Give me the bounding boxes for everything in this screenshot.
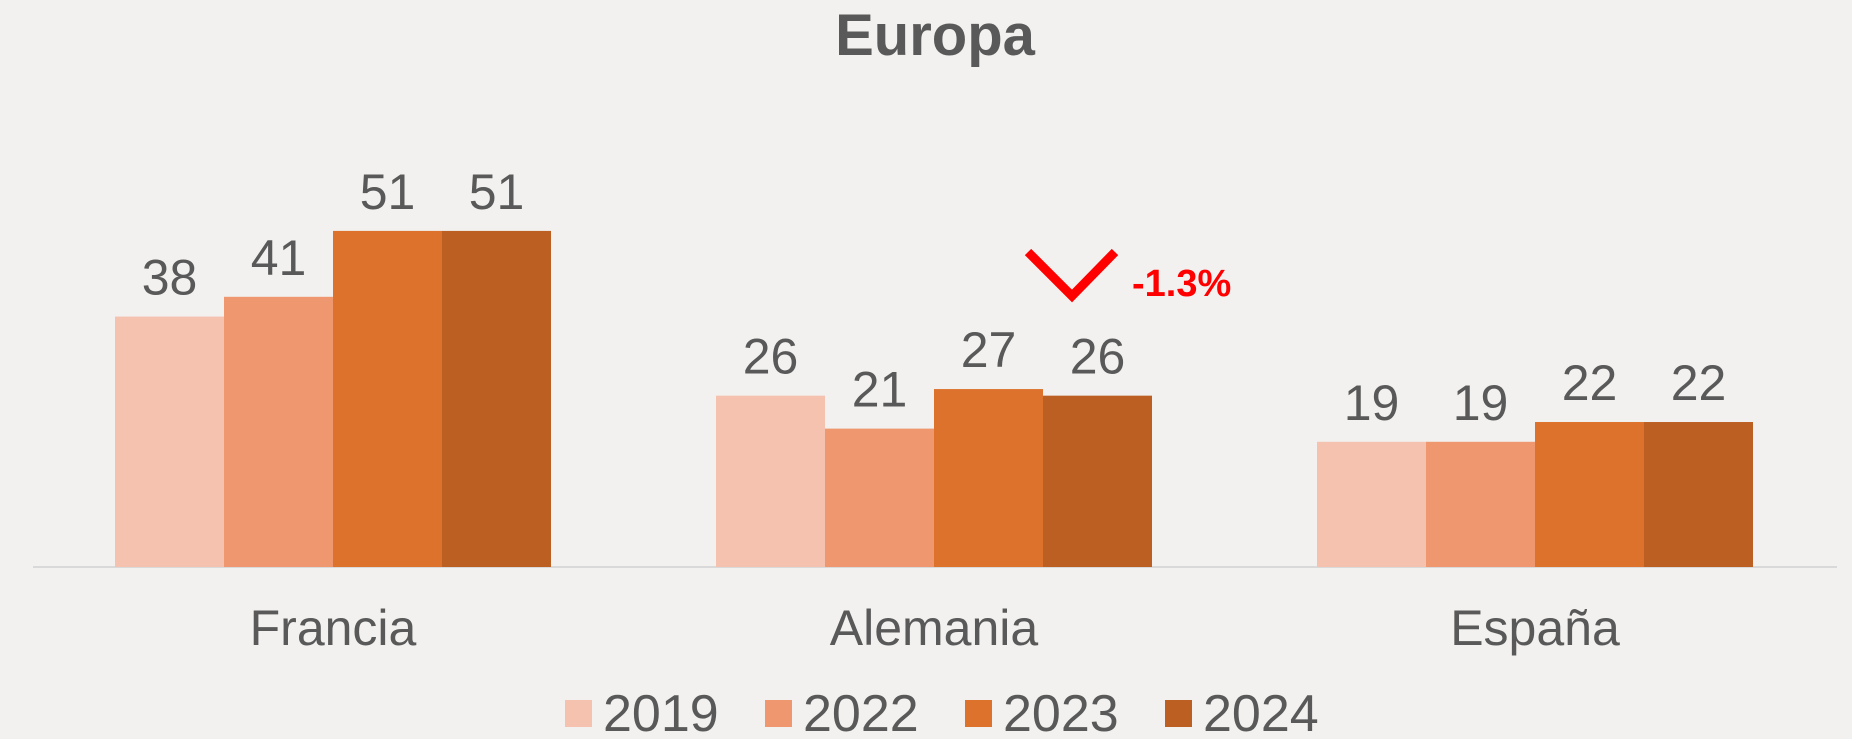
data-label: 27 <box>961 322 1017 378</box>
bar <box>1535 422 1644 567</box>
data-label: 41 <box>251 230 307 286</box>
bar <box>716 395 825 567</box>
data-label: 22 <box>1671 355 1727 411</box>
legend-swatch <box>565 700 592 727</box>
bar <box>115 316 224 567</box>
bar <box>442 230 551 567</box>
annotation: -1.3% <box>1132 263 1231 305</box>
legend-label: 2024 <box>1203 685 1319 739</box>
data-label: 19 <box>1344 375 1400 431</box>
x-tick-label: España <box>1450 600 1620 656</box>
data-label: 38 <box>142 250 198 306</box>
down-arrow <box>1024 248 1119 303</box>
x-tick-label: Alemania <box>830 600 1039 656</box>
legend-label: 2022 <box>803 685 919 739</box>
legend-label: 2023 <box>1003 685 1119 739</box>
bar <box>934 389 1043 567</box>
bar <box>224 296 333 567</box>
x-tick-label: Francia <box>250 600 417 656</box>
data-label: 51 <box>469 164 525 220</box>
legend-swatch <box>1165 700 1192 727</box>
data-label: 26 <box>743 329 799 385</box>
chart-title: Europa <box>835 3 1036 68</box>
data-label: 26 <box>1070 329 1126 385</box>
bar <box>1644 422 1753 567</box>
bar <box>1426 441 1535 567</box>
data-label: 22 <box>1562 355 1618 411</box>
data-label: 21 <box>852 362 908 418</box>
legend-swatch <box>965 700 992 727</box>
legend-label: 2019 <box>603 685 719 739</box>
bar <box>1043 395 1152 567</box>
bar <box>1317 441 1426 567</box>
legend-swatch <box>765 700 792 727</box>
bar <box>825 428 934 567</box>
data-label: 19 <box>1453 375 1509 431</box>
bar <box>333 230 442 567</box>
data-label: 51 <box>360 164 416 220</box>
